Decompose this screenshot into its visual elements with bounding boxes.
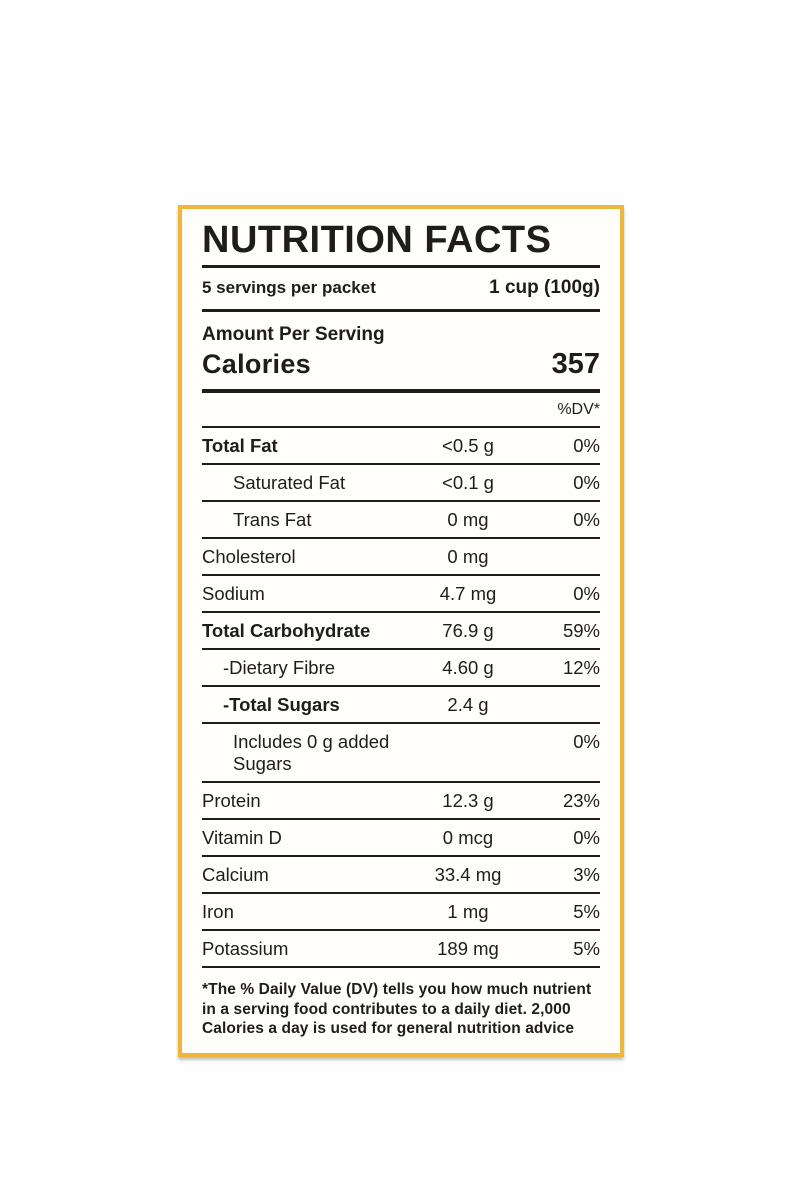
nutrient-name: Calcium [202, 863, 269, 885]
nutrient-name: Total Fat [202, 434, 278, 456]
nutrient-name: Includes 0 g added Sugars [233, 730, 390, 774]
daily-value-header: %DV* [202, 393, 600, 428]
nutrient-dv: 0% [573, 471, 600, 493]
nutrient-row-dietary-fibre: -Dietary Fibre 4.60 g 12% [202, 650, 600, 687]
nutrient-row-total-carbohydrate: Total Carbohydrate 76.9 g 59% [202, 613, 600, 650]
nutrient-amount: 0 mcg [442, 826, 494, 848]
nutrient-row-vitamin-d: Vitamin D 0 mcg 0% [202, 820, 600, 857]
calories-label: Calories [202, 348, 311, 379]
nutrient-amount: 4.60 g [442, 656, 494, 678]
nutrient-amount: <0.5 g [442, 434, 494, 456]
nutrient-dv: 23% [562, 789, 600, 811]
nutrient-name: Vitamin D [202, 826, 282, 848]
nutrient-dv: 5% [573, 900, 600, 922]
nutrient-dv: 0% [573, 434, 600, 456]
nutrient-name: Total Carbohydrate [202, 619, 371, 641]
nutrition-facts-label: NUTRITION FACTS 5 servings per packet 1 … [178, 205, 624, 1057]
nutrient-row-protein: Protein 12.3 g 23% [202, 783, 600, 820]
nutrient-name: Iron [202, 900, 234, 922]
nutrient-dv: 12% [562, 656, 600, 678]
nutrient-amount: <0.1 g [442, 471, 494, 493]
amount-per-serving-label: Amount Per Serving [202, 323, 385, 345]
nutrient-amount: 1 mg [447, 900, 489, 922]
nutrient-dv: 0% [573, 730, 600, 752]
nutrient-name: Trans Fat [233, 508, 312, 530]
nutrient-amount: 33.4 mg [434, 863, 502, 885]
nutrient-name: Sodium [202, 582, 265, 604]
nutrient-name: Cholesterol [202, 545, 296, 567]
nutrient-dv: 0% [573, 508, 600, 530]
nutrient-name: -Total Sugars [223, 693, 340, 715]
nutrient-amount: 4.7 mg [439, 582, 497, 604]
nutrient-row-saturated-fat: Saturated Fat <0.1 g 0% [202, 465, 600, 502]
nutrient-amount: 2.4 g [447, 693, 489, 715]
nutrient-dv: 0% [573, 826, 600, 848]
nutrient-name: -Dietary Fibre [223, 656, 336, 678]
label-title: NUTRITION FACTS [202, 220, 600, 268]
daily-value-footnote: *The % Daily Value (DV) tells you how mu… [202, 980, 592, 1038]
nutrient-name: Protein [202, 789, 261, 811]
nutrient-amount: 189 mg [437, 937, 499, 959]
nutrient-row-total-sugars: -Total Sugars 2.4 g [202, 687, 600, 724]
nutrient-amount: 0 mg [447, 508, 489, 530]
servings-row: 5 servings per packet 1 cup (100g) [202, 268, 600, 312]
nutrient-row-total-fat: Total Fat <0.5 g 0% [202, 428, 600, 465]
nutrient-row-iron: Iron 1 mg 5% [202, 894, 600, 931]
nutrient-dv: 5% [573, 937, 600, 959]
nutrient-row-calcium: Calcium 33.4 mg 3% [202, 857, 600, 894]
calories-row: Calories 357 [202, 346, 600, 393]
nutrient-name: Potassium [202, 937, 289, 959]
nutrient-amount: 0 mg [447, 545, 489, 567]
nutrient-row-added-sugars: Includes 0 g added Sugars 0% [202, 724, 600, 783]
nutrient-name: Saturated Fat [233, 471, 346, 493]
serving-size: 1 cup (100g) [489, 276, 600, 298]
nutrient-rows: Total Fat <0.5 g 0% Saturated Fat <0.1 g… [202, 428, 600, 968]
nutrient-amount: 12.3 g [442, 789, 494, 811]
servings-per-packet: 5 servings per packet [202, 277, 376, 297]
nutrient-dv: 0% [573, 582, 600, 604]
nutrient-row-potassium: Potassium 189 mg 5% [202, 931, 600, 968]
nutrient-row-cholesterol: Cholesterol 0 mg [202, 539, 600, 576]
nutrient-amount: 76.9 g [442, 619, 494, 641]
nutrient-dv: 59% [562, 619, 600, 641]
calories-value: 357 [551, 347, 600, 380]
nutrient-row-trans-fat: Trans Fat 0 mg 0% [202, 502, 600, 539]
nutrient-dv: 3% [573, 863, 600, 885]
nutrient-row-sodium: Sodium 4.7 mg 0% [202, 576, 600, 613]
